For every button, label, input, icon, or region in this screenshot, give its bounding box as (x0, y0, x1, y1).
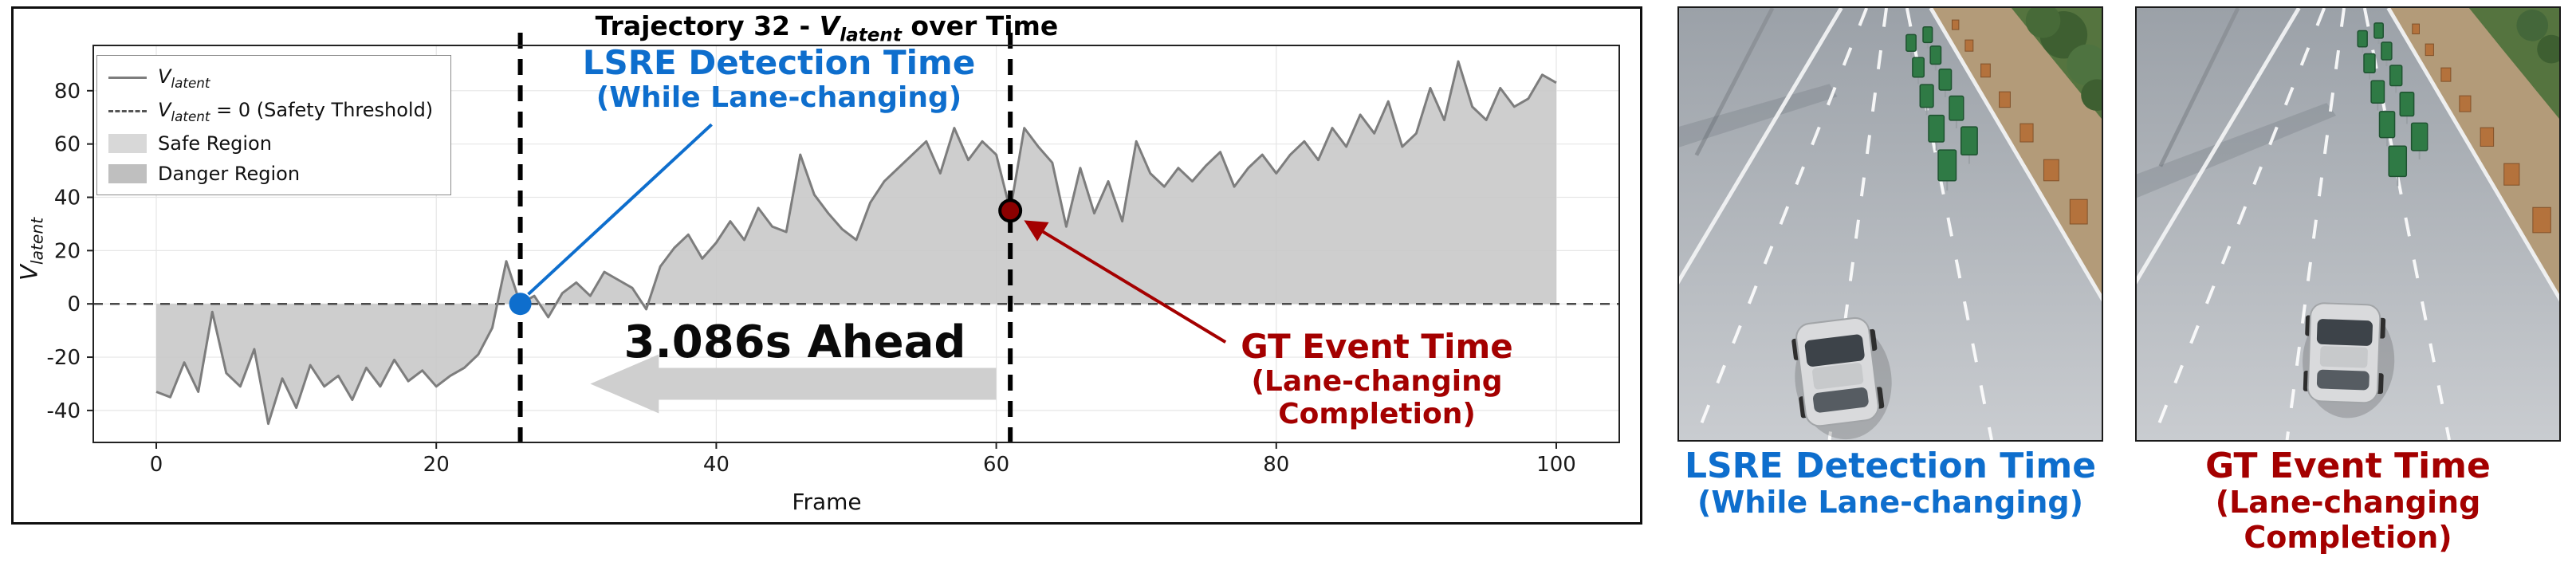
gt-annotation-line2: (Lane-changing Completion) (1251, 365, 1503, 431)
legend-item-danger-region: Danger Region (108, 163, 433, 185)
legend-label: Safe Region (158, 132, 272, 155)
y-axis-label: Vlatent (15, 217, 47, 281)
danger-region-swatch-icon (108, 163, 147, 183)
legend-label: Danger Region (158, 162, 301, 185)
gt-road-scene-illustration (2137, 8, 2559, 440)
plot-title-suffix: over Time (901, 10, 1059, 41)
safe-region-swatch-icon (108, 133, 147, 153)
x-axis-label: Frame (792, 489, 862, 515)
lead-time-annotation: 3.086s Ahead (623, 316, 966, 368)
lsre-detection-annotation: LSRE Detection Time (While Lane-changing… (572, 44, 986, 114)
latent-trajectory-plot: 0 20 40 60 80 100 -40 -20 0 20 40 60 80 Trajectory 3… (11, 6, 1642, 525)
svg-text:-20: -20 (47, 346, 81, 370)
plot-title: Trajectory 32 - Vlatent over Time (14, 10, 1640, 46)
svg-text:100: 100 (1536, 453, 1576, 477)
svg-text:0: 0 (67, 293, 81, 316)
svg-text:80: 80 (54, 80, 81, 104)
plot-title-prefix: Trajectory 32 - (595, 10, 820, 41)
gt-caption-line1: GT Event Time (2205, 446, 2491, 486)
plot-title-var: V (819, 10, 840, 41)
gt-event-annotation: GT Event Time (Lane-changing Completion) (1154, 328, 1600, 431)
svg-text:0: 0 (150, 453, 163, 477)
lsre-caption-line1: LSRE Detection Time (1684, 446, 2097, 486)
plot-legend: Vlatent Vlatent = 0 (Safety Threshold) S… (96, 55, 452, 195)
svg-text:60: 60 (983, 453, 1009, 477)
legend-label: Vlatent (158, 65, 210, 91)
legend-item-threshold: Vlatent = 0 (Safety Threshold) (108, 99, 433, 124)
gt-caption: GT Event Time (Lane-changing Completion) (2135, 446, 2561, 556)
lsre-caption: LSRE Detection Time (While Lane-changing… (1677, 446, 2103, 521)
svg-text:40: 40 (54, 187, 81, 210)
line-swatch-icon (108, 77, 147, 80)
gt-annotation-line1: GT Event Time (1241, 327, 1513, 366)
lsre-annotation-line2: (While Lane-changing) (596, 81, 962, 115)
lsre-caption-line2: (While Lane-changing) (1697, 485, 2083, 521)
svg-text:40: 40 (703, 453, 730, 477)
lsre-road-scene-illustration (1679, 8, 2102, 440)
legend-item-safe-region: Safe Region (108, 132, 433, 155)
legend-label: Vlatent = 0 (Safety Threshold) (158, 98, 434, 124)
svg-text:60: 60 (54, 133, 81, 157)
gt-scene-image (2135, 6, 2561, 442)
legend-item-vlatent: Vlatent (108, 65, 433, 91)
lsre-annotation-line1: LSRE Detection Time (582, 43, 976, 82)
svg-text:-40: -40 (47, 399, 81, 423)
plot-title-sub: latent (840, 25, 902, 46)
gt-caption-line2: (Lane-changing Completion) (2215, 485, 2481, 555)
svg-text:80: 80 (1263, 453, 1289, 477)
svg-text:20: 20 (423, 453, 450, 477)
dashed-line-swatch-icon (108, 110, 147, 113)
svg-text:20: 20 (54, 239, 81, 263)
lsre-scene-image (1677, 6, 2103, 442)
